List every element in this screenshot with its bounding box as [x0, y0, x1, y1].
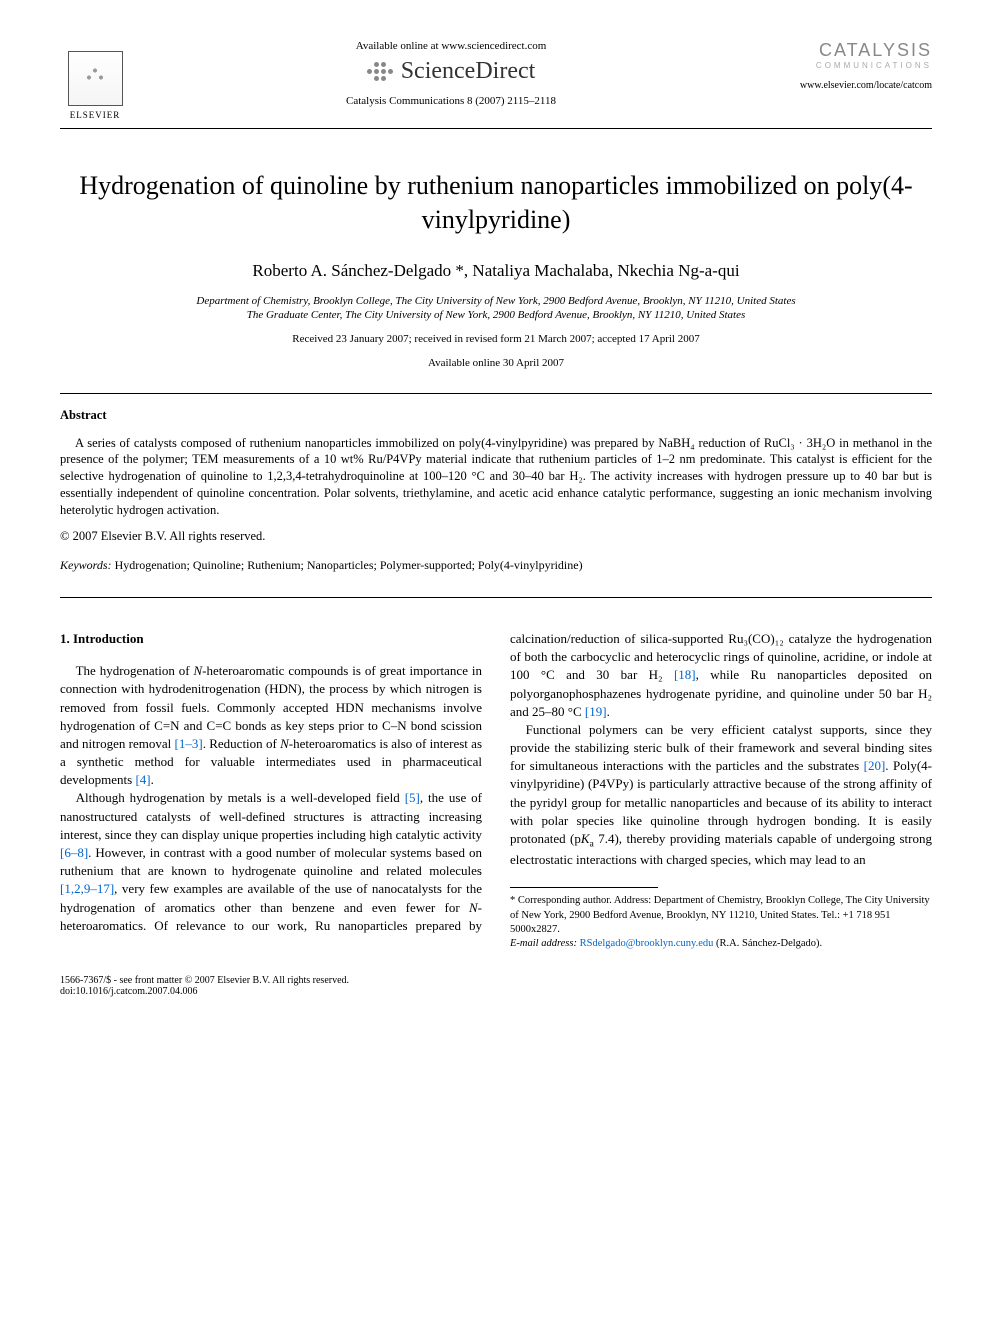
reference-link[interactable]: [1,2,9–17] — [60, 881, 114, 896]
elsevier-label: ELSEVIER — [70, 110, 121, 120]
article-title: Hydrogenation of quinoline by ruthenium … — [60, 169, 932, 237]
text-fragment: , very few examples are available of the… — [60, 881, 482, 914]
sciencedirect-logo: ScienceDirect — [130, 58, 772, 85]
front-matter-line: 1566-7367/$ - see front matter © 2007 El… — [60, 975, 932, 986]
abstract-bottom-rule — [60, 597, 932, 598]
available-date: Available online 30 April 2007 — [60, 357, 932, 369]
abstract-copyright: © 2007 Elsevier B.V. All rights reserved… — [60, 529, 932, 544]
journal-logo-subtitle: COMMUNICATIONS — [772, 61, 932, 70]
available-online-text: Available online at www.sciencedirect.co… — [130, 40, 772, 52]
introduction-heading: 1. Introduction — [60, 630, 482, 648]
doi-line: doi:10.1016/j.catcom.2007.04.006 — [60, 986, 932, 997]
affiliation-2: The Graduate Center, The City University… — [60, 309, 932, 321]
sciencedirect-dots-icon — [367, 62, 393, 81]
page-header: ELSEVIER Available online at www.science… — [60, 40, 932, 120]
abstract-text: A series of catalysts composed of ruthen… — [60, 435, 932, 519]
sciencedirect-text: ScienceDirect — [401, 58, 536, 85]
reference-link[interactable]: [18] — [674, 667, 696, 682]
elsevier-logo: ELSEVIER — [60, 40, 130, 120]
locate-url: www.elsevier.com/locate/catcom — [772, 80, 932, 91]
text-fragment: . — [151, 772, 154, 787]
journal-logo-text: CATALYSIS — [772, 40, 932, 61]
reference-link[interactable]: [4] — [135, 772, 150, 787]
affiliation-1: Department of Chemistry, Brooklyn Colleg… — [60, 295, 932, 307]
center-header: Available online at www.sciencedirect.co… — [130, 40, 772, 111]
body-paragraph-1: The hydrogenation of N-heteroaromatic co… — [60, 662, 482, 789]
abstract-heading: Abstract — [60, 408, 932, 423]
footnote-text: Corresponding author. Address: Departmen… — [510, 895, 930, 934]
keywords-label: Keywords: — [60, 558, 112, 572]
text-fragment: . Reduction of — [203, 736, 280, 751]
text-fragment: . — [607, 704, 610, 719]
body-columns: 1. Introduction The hydrogenation of N-h… — [60, 630, 932, 951]
text-fragment: The hydrogenation of — [76, 663, 194, 678]
reference-link[interactable]: [5] — [405, 790, 420, 805]
keywords-line: Keywords: Hydrogenation; Quinoline; Ruth… — [60, 558, 932, 573]
footnote-separator — [510, 887, 658, 888]
keywords-values: Hydrogenation; Quinoline; Ruthenium; Nan… — [112, 558, 583, 572]
header-rule — [60, 128, 932, 129]
email-tail: (R.A. Sánchez-Delgado). — [713, 938, 822, 949]
footnote-block: * Corresponding author. Address: Departm… — [510, 887, 932, 951]
reference-link[interactable]: [19] — [585, 704, 607, 719]
email-label: E-mail address: — [510, 938, 577, 949]
authors-line: Roberto A. Sánchez-Delgado *, Nataliya M… — [60, 261, 932, 281]
reference-link[interactable]: [6–8] — [60, 845, 88, 860]
abstract-top-rule — [60, 393, 932, 394]
journal-logo: CATALYSIS COMMUNICATIONS www.elsevier.co… — [772, 40, 932, 91]
received-dates: Received 23 January 2007; received in re… — [60, 333, 932, 345]
email-footnote: E-mail address: RSdelgado@brooklyn.cuny.… — [510, 937, 932, 951]
page-footer: 1566-7367/$ - see front matter © 2007 El… — [60, 975, 932, 997]
text-fragment: Although hydrogenation by metals is a we… — [76, 790, 405, 805]
text-fragment: . However, in contrast with a good numbe… — [88, 845, 390, 860]
reference-link[interactable]: [20] — [864, 758, 886, 773]
elsevier-tree-icon — [68, 51, 123, 106]
body-paragraph-3: Functional polymers can be very efficien… — [510, 721, 932, 870]
corresponding-author-footnote: * Corresponding author. Address: Departm… — [510, 894, 932, 937]
email-link[interactable]: RSdelgado@brooklyn.cuny.edu — [577, 938, 713, 949]
reference-link[interactable]: [1–3] — [175, 736, 203, 751]
journal-reference: Catalysis Communications 8 (2007) 2115–2… — [130, 95, 772, 107]
